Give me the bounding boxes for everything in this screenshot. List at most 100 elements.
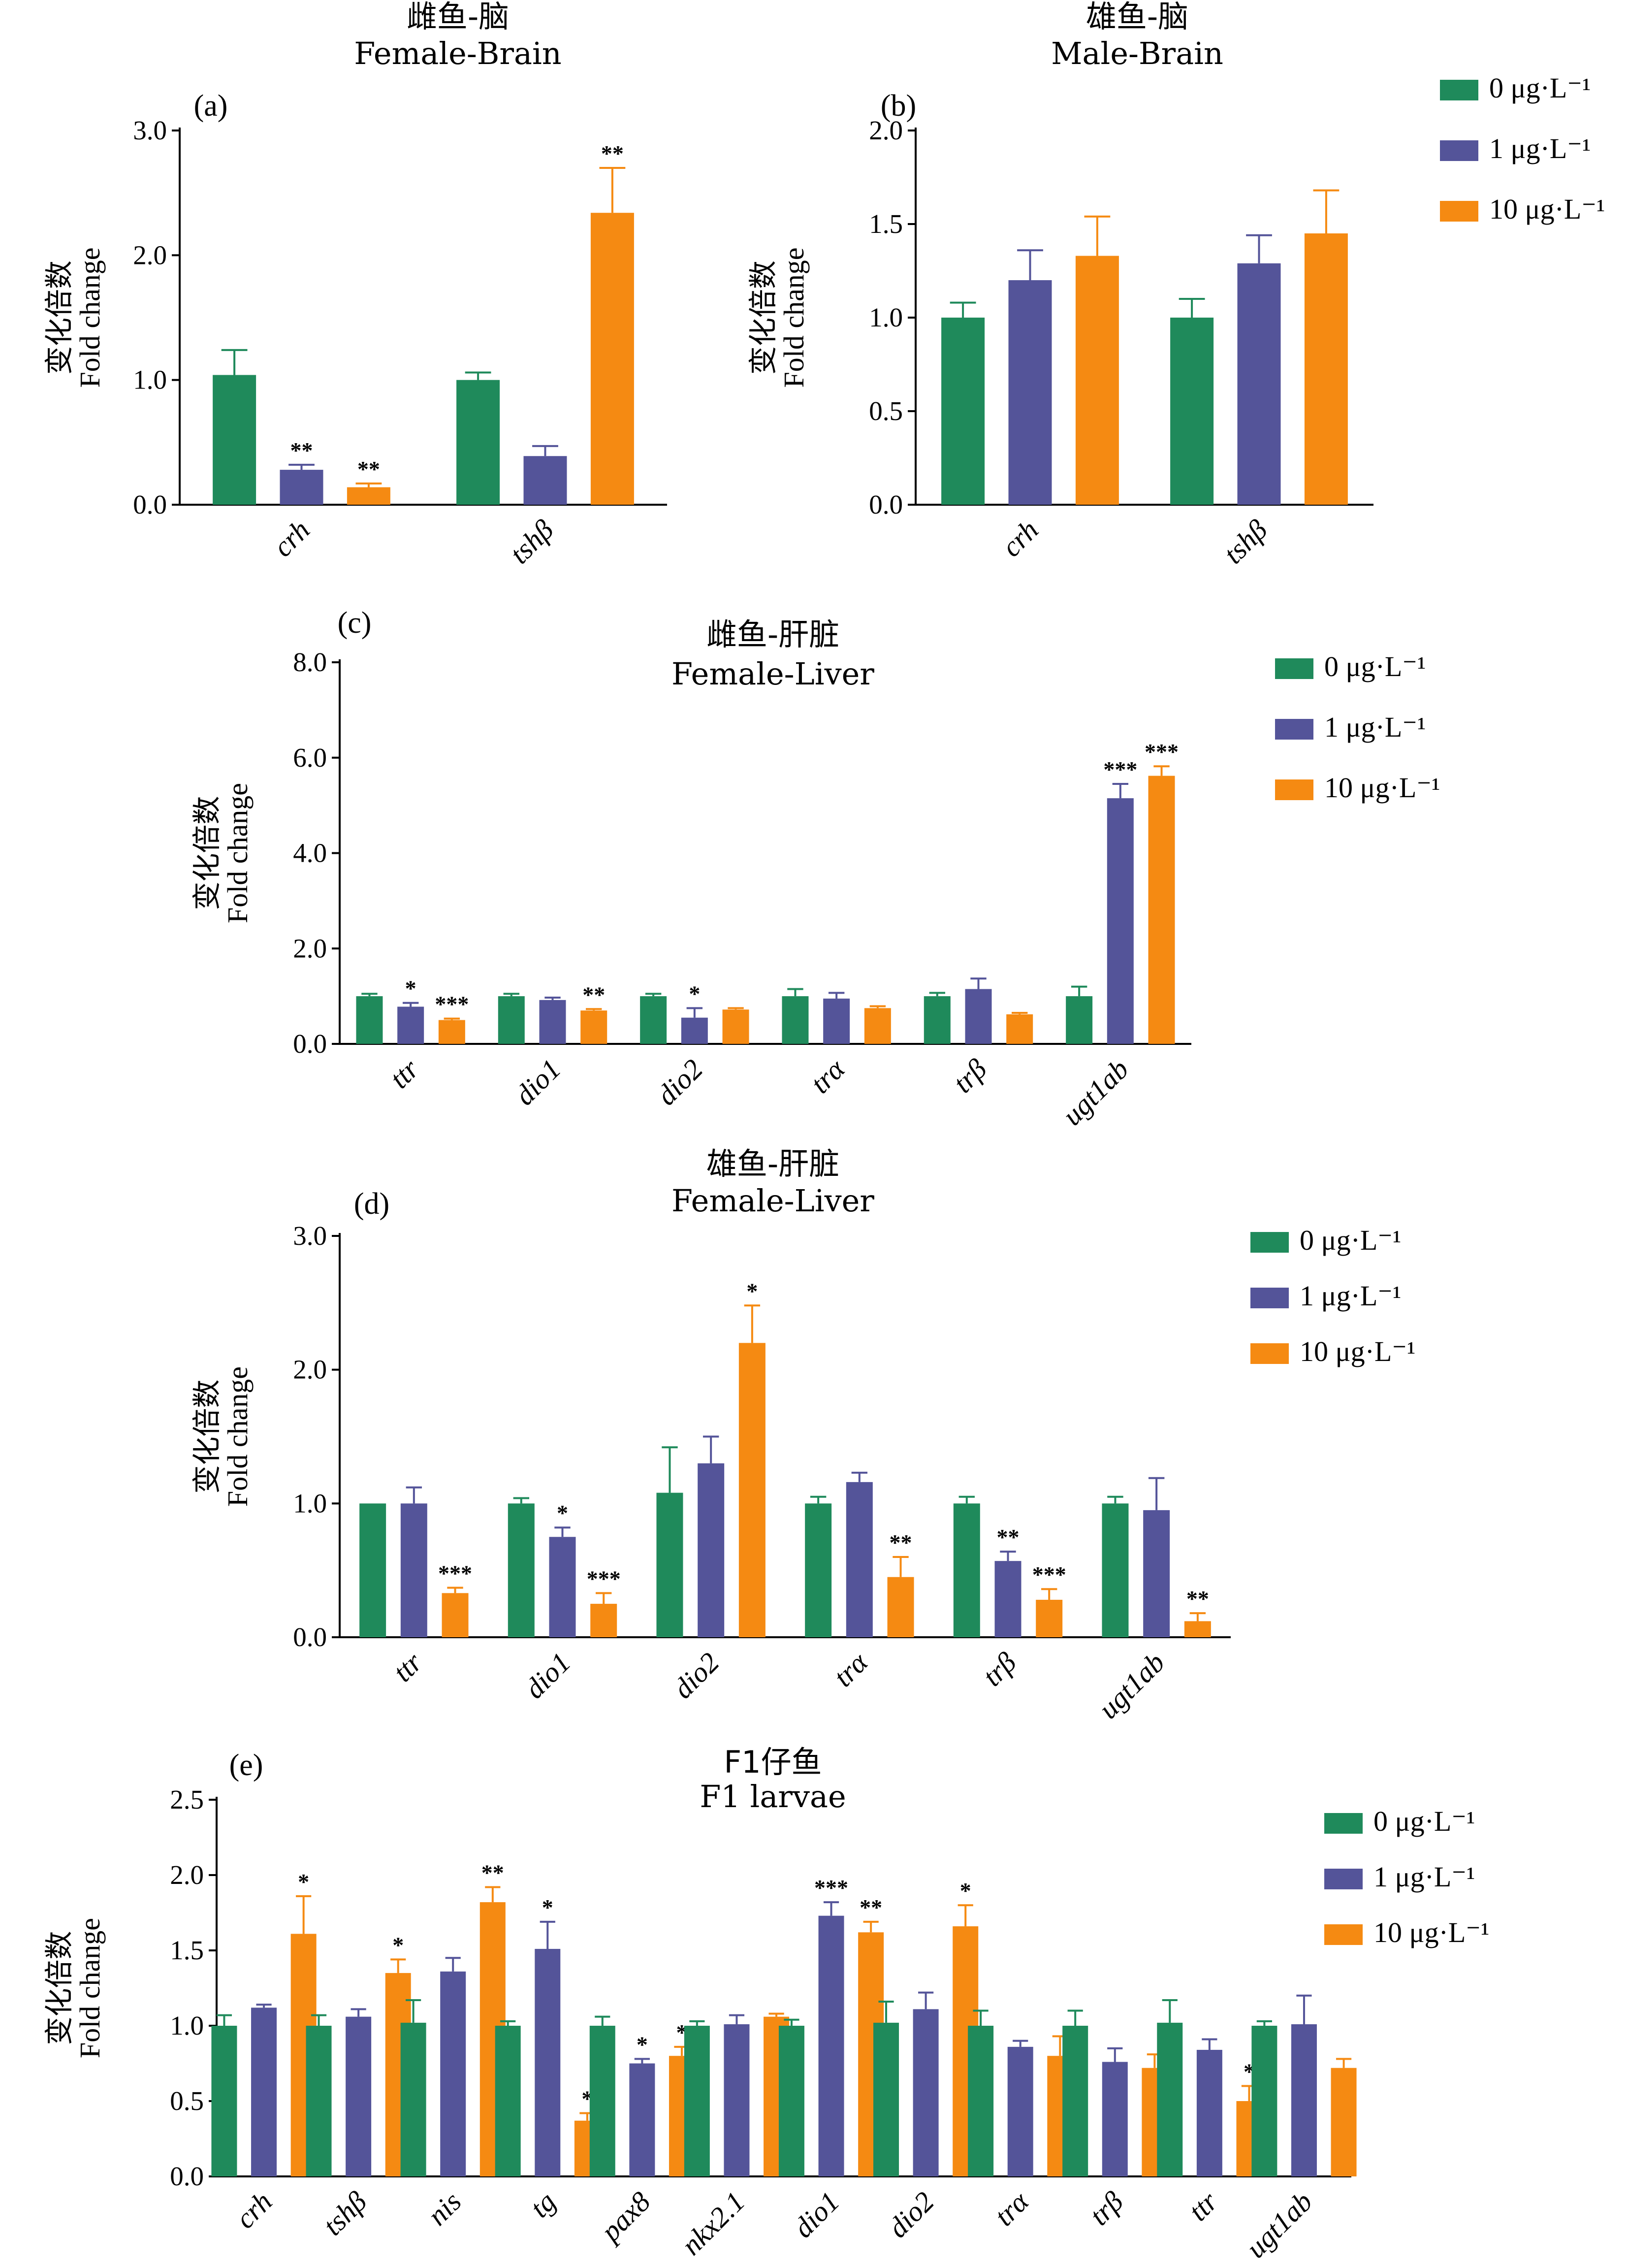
y-tick-label: 2.0 xyxy=(170,1860,204,1890)
y-tick-label: 1.0 xyxy=(170,2010,204,2041)
significance-label: ** xyxy=(890,1530,912,1555)
legend-label: 10 μg·L⁻¹ xyxy=(1324,772,1440,804)
legend-label: 0 μg·L⁻¹ xyxy=(1300,1224,1401,1256)
significance-label: ** xyxy=(290,438,313,463)
y-axis-title-cn: 变化倍数 xyxy=(190,796,223,910)
significance-label: ** xyxy=(601,141,624,166)
panel-label: (b) xyxy=(881,89,916,123)
legend-swatch xyxy=(1440,140,1478,161)
x-tick-label: crh xyxy=(267,514,316,563)
significance-label: *** xyxy=(814,1875,848,1900)
significance-label: ** xyxy=(582,982,605,1007)
chart-title-en: Female-Liver xyxy=(671,656,874,692)
bar xyxy=(438,1020,465,1044)
legend-swatch xyxy=(1324,1869,1363,1889)
bar xyxy=(887,1577,914,1637)
y-axis-title-en: Fold change xyxy=(222,1366,254,1507)
bar xyxy=(968,2026,994,2176)
bar xyxy=(629,2063,655,2176)
y-tick-label: 3.0 xyxy=(293,1221,327,1251)
legend-swatch xyxy=(1440,201,1478,222)
legend-label: 0 μg·L⁻¹ xyxy=(1324,650,1426,682)
panel-label: (e) xyxy=(229,1749,263,1782)
bar xyxy=(1148,776,1175,1044)
x-tick-label: dio2 xyxy=(650,1053,709,1111)
significance-label: *** xyxy=(1145,739,1179,764)
bar xyxy=(1170,318,1214,505)
chart-title-en: F1 larvae xyxy=(700,1779,846,1814)
significance-label: * xyxy=(689,981,700,1006)
bar xyxy=(495,2026,521,2176)
y-tick-label: 8.0 xyxy=(293,647,327,677)
bar xyxy=(213,375,256,505)
y-axis-title-cn: 变化倍数 xyxy=(190,1379,223,1493)
x-tick-label: dio1 xyxy=(509,1053,567,1111)
panel-label: (a) xyxy=(194,89,228,123)
bar xyxy=(1066,996,1093,1044)
y-axis-title-en: Fold change xyxy=(74,247,106,388)
chart-title-cn: F1仔鱼 xyxy=(724,1744,822,1780)
y-tick-label: 1.0 xyxy=(869,302,903,332)
chart-title-en: Male-Brain xyxy=(1051,35,1223,71)
y-tick-label: 0.0 xyxy=(170,2161,204,2191)
bar xyxy=(994,1561,1021,1637)
y-tick-label: 0.0 xyxy=(133,489,167,519)
legend-swatch xyxy=(1440,80,1478,100)
x-tick-label: dio2 xyxy=(667,1646,725,1705)
bar xyxy=(1184,1621,1211,1637)
x-tick-label: pax8 xyxy=(593,2185,657,2249)
bar xyxy=(1157,2022,1183,2176)
panel-label: (c) xyxy=(338,606,372,640)
y-tick-label: 6.0 xyxy=(293,743,327,773)
bar xyxy=(347,487,390,505)
x-tick-label: crh xyxy=(995,514,1045,563)
bar xyxy=(442,1593,469,1637)
bar xyxy=(549,1537,576,1637)
x-tick-label: ttr xyxy=(386,1646,428,1688)
legend-swatch xyxy=(1275,719,1313,740)
x-tick-label: trβ xyxy=(976,1646,1022,1692)
significance-label: * xyxy=(542,1895,553,1920)
bar xyxy=(1331,2068,1357,2176)
chart-title-cn: 雌鱼-脑 xyxy=(407,0,509,34)
x-tick-label: nis xyxy=(421,2185,468,2232)
significance-label: * xyxy=(392,1932,404,1957)
y-axis-title-en: Fold change xyxy=(778,247,810,388)
bar xyxy=(1006,1014,1033,1044)
significance-label: ** xyxy=(860,1895,882,1920)
bar xyxy=(523,456,567,505)
bar xyxy=(1196,2049,1222,2176)
bar xyxy=(864,1008,891,1044)
x-tick-label: tshβ xyxy=(317,2185,373,2241)
significance-label: ** xyxy=(481,1860,504,1885)
bar xyxy=(873,2022,899,2176)
bar xyxy=(346,2016,372,2176)
bar xyxy=(698,1463,725,1637)
bar xyxy=(590,213,634,505)
bar xyxy=(400,2022,426,2176)
x-tick-label: ttr xyxy=(1182,2185,1224,2227)
y-tick-label: 1.0 xyxy=(293,1488,327,1518)
legend-label: 10 μg·L⁻¹ xyxy=(1300,1335,1415,1367)
y-tick-label: 2.5 xyxy=(170,1784,204,1814)
bar xyxy=(818,1915,844,2176)
legend: 0 μg·L⁻¹ 1 μg·L⁻¹ 10 μg·L⁻¹ xyxy=(1440,72,1605,225)
bar xyxy=(211,2026,237,2176)
legend-swatch xyxy=(1250,1232,1289,1253)
bar xyxy=(1007,2046,1033,2176)
bar xyxy=(953,1503,980,1637)
y-axis-title-en: Fold change xyxy=(222,783,254,923)
y-tick-label: 0.0 xyxy=(869,489,903,519)
bar xyxy=(722,1009,749,1044)
bar xyxy=(1075,256,1119,505)
bar xyxy=(1107,798,1134,1044)
legend-label: 10 μg·L⁻¹ xyxy=(1373,1916,1489,1948)
significance-label: *** xyxy=(435,992,469,1017)
bar xyxy=(1304,233,1348,505)
x-tick-label: trα xyxy=(827,1646,874,1693)
bar xyxy=(440,1971,466,2176)
legend: 0 μg·L⁻¹ 1 μg·L⁻¹ 10 μg·L⁻¹ xyxy=(1324,1805,1489,1948)
